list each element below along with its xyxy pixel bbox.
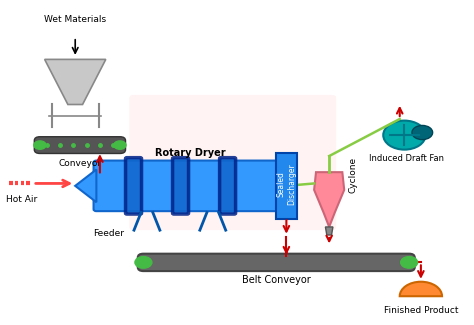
Text: Hot Air: Hot Air bbox=[6, 195, 37, 204]
FancyBboxPatch shape bbox=[126, 158, 142, 214]
Circle shape bbox=[135, 257, 152, 268]
Polygon shape bbox=[45, 59, 106, 105]
FancyBboxPatch shape bbox=[275, 153, 297, 219]
Text: Feeder: Feeder bbox=[92, 228, 124, 238]
Polygon shape bbox=[314, 172, 344, 227]
FancyBboxPatch shape bbox=[129, 95, 336, 230]
Text: Rotary Dryer: Rotary Dryer bbox=[155, 148, 226, 158]
Text: Cyclone: Cyclone bbox=[349, 157, 358, 193]
Circle shape bbox=[383, 121, 426, 150]
Text: Belt Conveyor: Belt Conveyor bbox=[242, 275, 310, 285]
FancyBboxPatch shape bbox=[219, 158, 236, 214]
Text: Finished Product: Finished Product bbox=[383, 306, 458, 315]
Text: Induced Draft Fan: Induced Draft Fan bbox=[369, 154, 444, 163]
FancyBboxPatch shape bbox=[93, 161, 283, 211]
Polygon shape bbox=[326, 227, 333, 235]
Text: Wet Materials: Wet Materials bbox=[44, 15, 106, 24]
FancyBboxPatch shape bbox=[138, 254, 415, 271]
Text: Sealed
Discharger: Sealed Discharger bbox=[276, 163, 296, 205]
Polygon shape bbox=[280, 170, 296, 202]
Circle shape bbox=[34, 141, 46, 149]
Circle shape bbox=[401, 257, 418, 268]
Wedge shape bbox=[400, 282, 442, 296]
FancyBboxPatch shape bbox=[34, 137, 126, 153]
FancyBboxPatch shape bbox=[173, 158, 189, 214]
Circle shape bbox=[114, 141, 126, 149]
Circle shape bbox=[412, 125, 433, 140]
Polygon shape bbox=[75, 170, 96, 202]
Text: Conveyor: Conveyor bbox=[58, 159, 101, 168]
